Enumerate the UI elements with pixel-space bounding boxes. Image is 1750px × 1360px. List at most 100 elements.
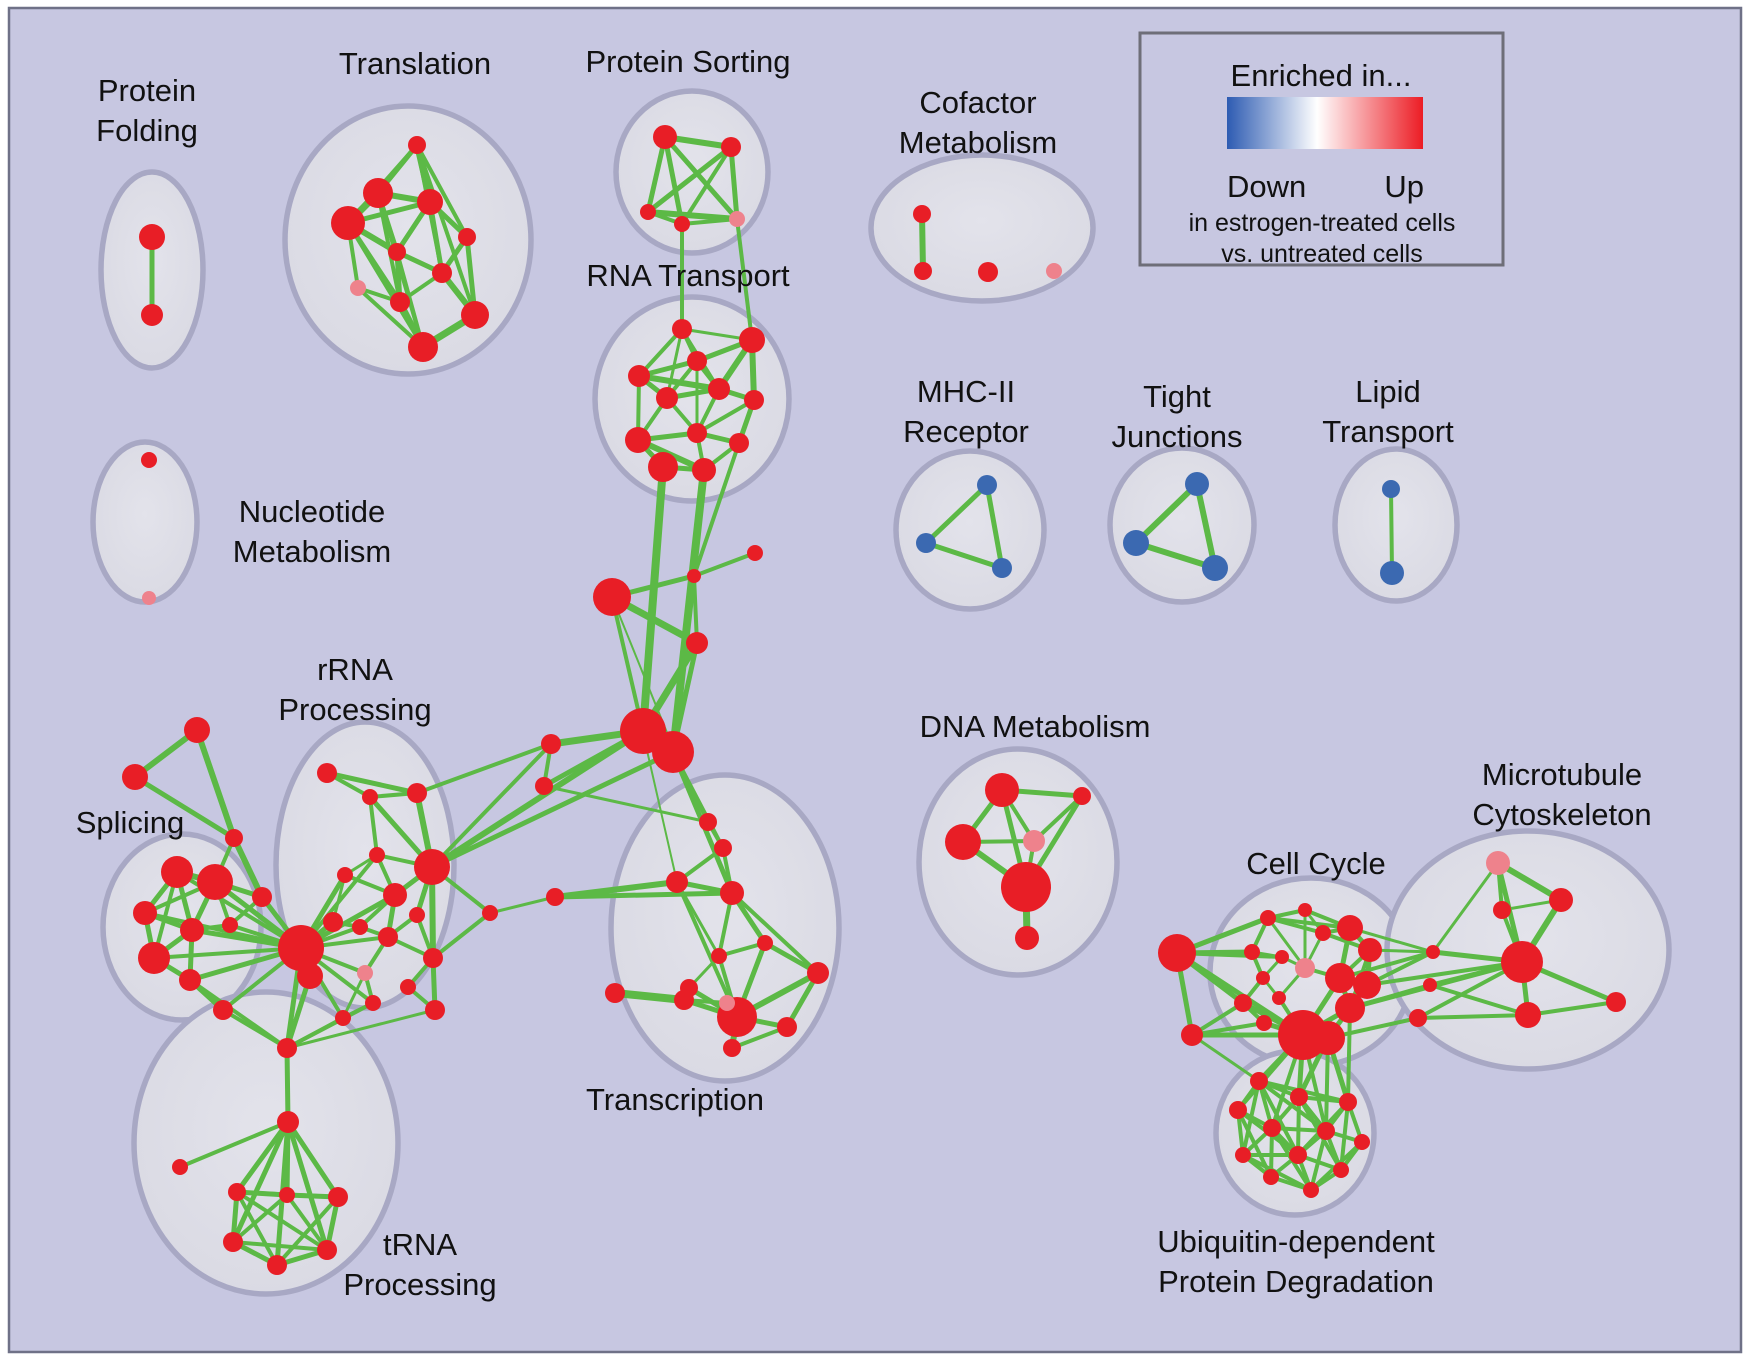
gene-set-node-T15 [719,995,735,1011]
cluster-label-nucleotide_metabolism: Nucleotide Metabolism [233,494,392,569]
gene-set-node-M5 [1515,1002,1541,1028]
cluster-label-protein_sorting: Protein Sorting [585,44,790,79]
legend-up-label: Up [1384,169,1424,204]
gene-set-node-CF4 [1046,263,1062,279]
edge-PS1-PS5 [662,134,740,222]
gene-set-node-T2 [714,839,732,857]
edge-RN-CN [488,895,557,915]
edge-RT7-RT8 [695,398,756,435]
gene-set-node-RT8 [687,423,707,443]
edge-PS5-RT2 [735,217,754,342]
gene-set-node-S8 [213,1000,233,1020]
gene-set-node-T11 [723,1039,741,1057]
cluster-ellipse-lipid_transport [1332,446,1460,604]
edge-PS2-PS5 [728,144,740,222]
gene-set-node-U3 [1339,1093,1357,1111]
gene-set-node-CC13 [1272,991,1286,1005]
edge-O2-CC15 [1190,1021,1266,1037]
edge-PS1-PS4 [662,134,685,227]
gene-set-node-M7 [1426,945,1440,959]
gene-set-node-CN [546,888,564,906]
edge-TL1-TL10 [415,143,477,317]
cluster-label-microtubule_cytoskeleton: Microtubule Cytoskeleton [1472,757,1651,832]
gene-set-node-R4 [369,847,385,863]
gene-set-node-C4 [686,632,708,654]
gene-set-node-CC11 [1256,971,1270,985]
gene-set-node-R3 [407,783,427,803]
gene-set-node-CC5 [1358,938,1382,962]
gene-set-node-T7 [807,962,829,984]
gene-set-node-TL5 [458,228,476,246]
gene-set-node-PS5 [729,211,745,227]
edge-TR1-R14 [285,1001,375,1050]
gene-set-node-S1 [161,856,193,888]
gene-set-node-CC4 [1315,925,1331,941]
edge-MH1-MH2 [923,482,990,546]
edge-C1-C4 [692,574,699,645]
gene-set-node-X3 [225,829,243,847]
edge-U5-U6 [1270,1126,1328,1133]
gene-set-node-HUB1 [278,925,324,971]
edge-RT1-RT6 [665,327,684,400]
gene-set-node-TL1 [408,136,426,154]
gene-set-node-X1 [184,717,210,743]
gene-set-node-R13 [400,979,416,995]
gene-set-node-PS4 [674,216,690,232]
edge-RT12-C1 [692,468,706,578]
gene-set-node-T13 [605,983,625,1003]
gene-set-node-S9 [252,887,272,907]
gene-set-node-S2 [197,864,233,900]
edge-T4-T7 [730,891,820,975]
gene-set-node-R6 [337,867,353,883]
gene-set-node-TL7 [432,263,452,283]
edge-CC9-M7 [1338,950,1435,980]
gene-set-node-NM1 [141,452,157,468]
cluster-label-splicing: Splicing [76,805,185,840]
gene-set-node-TL11 [408,332,438,362]
gene-set-node-CC14 [1335,993,1365,1023]
gene-set-node-TL2 [363,178,393,208]
gene-set-node-C1 [687,569,701,583]
cluster-label-protein_folding: Protein Folding [96,73,198,148]
gene-set-node-S7 [179,969,201,991]
cluster-ellipse-protein_sorting [613,88,771,256]
gene-set-node-R16 [425,1000,445,1020]
gene-set-node-U7 [1354,1134,1370,1150]
gene-set-node-RT3 [687,351,707,371]
gene-set-node-U11 [1263,1169,1279,1185]
edge-TR1-TRH [284,1045,291,1125]
edge-TRH-TR6 [285,1119,330,1253]
gene-set-node-T4 [720,881,744,905]
gene-set-node-RT2 [739,327,765,353]
cluster-label-mhc_ii_receptor: MHC-II Receptor [903,374,1029,449]
gene-set-node-CC2 [1298,903,1312,917]
gene-set-node-S4 [180,918,204,942]
gene-set-node-TL4 [331,206,365,240]
gene-set-node-TR3 [279,1187,295,1203]
gene-set-node-T10 [777,1017,797,1037]
gene-set-node-U2 [1290,1088,1308,1106]
edge-R15-RN [431,911,492,960]
gene-set-node-U5 [1263,1119,1281,1137]
edge-RT4-RT5 [636,373,722,392]
gene-set-node-S3 [133,901,157,925]
gene-set-node-M8 [1423,978,1437,992]
gene-set-node-U10 [1333,1162,1349,1178]
gene-set-node-RT7 [744,390,764,410]
edge-S8-TR1 [221,1008,289,1050]
cluster-label-cell_cycle: Cell Cycle [1246,846,1386,881]
gene-set-node-R10 [378,927,398,947]
gene-set-node-RT5 [708,378,730,400]
edge-PS1-PS3 [645,134,668,215]
gene-set-node-TR5 [223,1232,243,1252]
gene-set-node-CF2 [914,262,932,280]
gene-set-node-MH3 [992,558,1012,578]
gene-set-node-C2 [747,545,763,561]
legend-caption-line2: vs. untreated cells [1221,240,1423,268]
edge-MH2-MH3 [923,540,1005,571]
gene-set-node-CC3 [1337,915,1363,941]
gene-set-node-M1 [1486,851,1510,875]
edge-M1-M2 [1495,860,1564,903]
edge-R12-R17 [341,971,367,1020]
gene-set-node-CC15 [1256,1015,1272,1031]
